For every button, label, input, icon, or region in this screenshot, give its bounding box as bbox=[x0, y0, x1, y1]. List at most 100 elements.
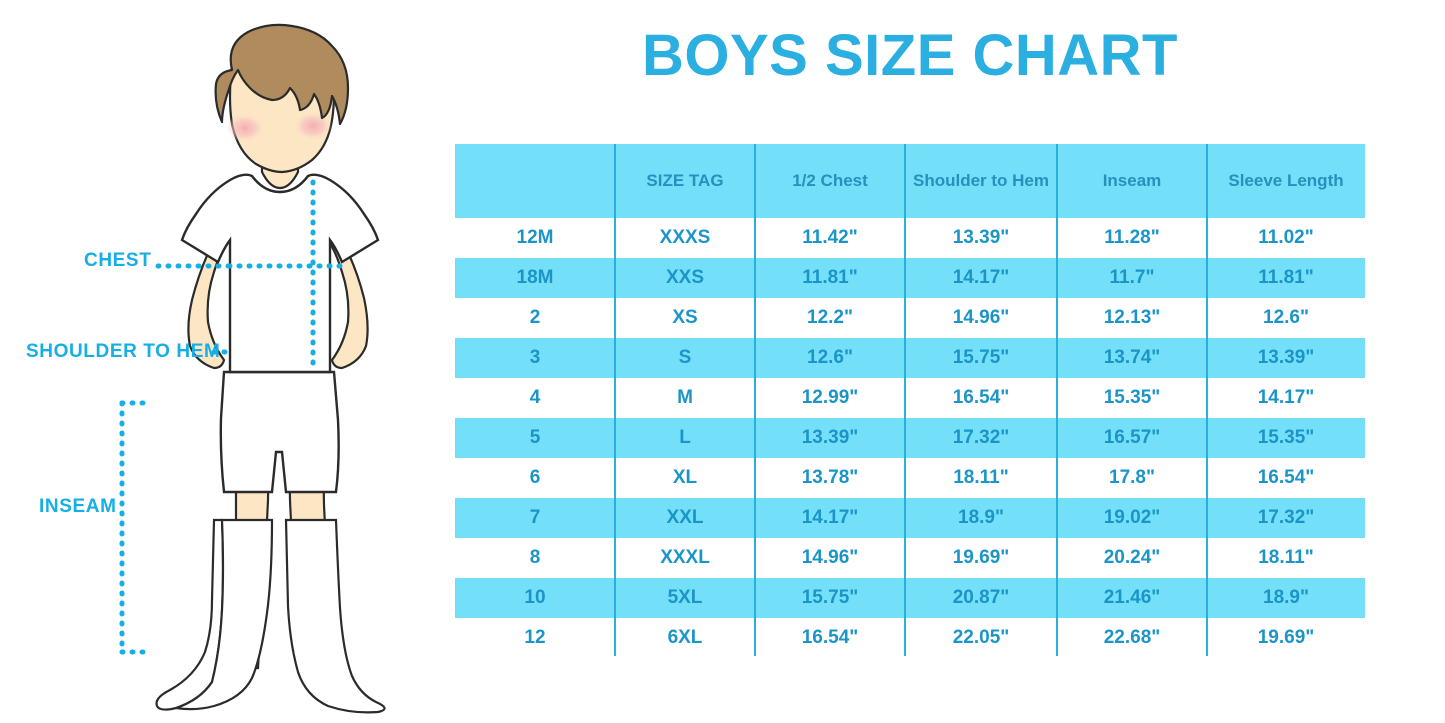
cell-sleeve-length: 19.69" bbox=[1207, 618, 1365, 658]
cell-size-tag: S bbox=[615, 338, 755, 378]
cell-half-chest: 15.75" bbox=[755, 578, 905, 618]
cell-inseam: 15.35" bbox=[1057, 378, 1207, 418]
table-row: 12 6XL 16.54" 22.05" 22.68" 19.69" bbox=[455, 618, 1365, 658]
cell-half-chest: 13.78" bbox=[755, 458, 905, 498]
label-chest: CHEST bbox=[84, 250, 152, 271]
cell-size: 18M bbox=[455, 258, 615, 298]
cell-size: 4 bbox=[455, 378, 615, 418]
table-head: SIZE TAG 1/2 Chest Shoulder to Hem Insea… bbox=[455, 144, 1365, 218]
cell-half-chest: 12.6" bbox=[755, 338, 905, 378]
cell-shoulder-to-hem: 22.05" bbox=[905, 618, 1057, 658]
cell-size-tag: XL bbox=[615, 458, 755, 498]
cell-inseam: 19.02" bbox=[1057, 498, 1207, 538]
cell-shoulder-to-hem: 16.54" bbox=[905, 378, 1057, 418]
cell-size: 2 bbox=[455, 298, 615, 338]
cell-shoulder-to-hem: 19.69" bbox=[905, 538, 1057, 578]
table-row: 6 XL 13.78" 18.11" 17.8" 16.54" bbox=[455, 458, 1365, 498]
cell-size-tag: L bbox=[615, 418, 755, 458]
table-header-row: SIZE TAG 1/2 Chest Shoulder to Hem Insea… bbox=[455, 144, 1365, 218]
cell-size-tag: 5XL bbox=[615, 578, 755, 618]
cell-size: 12M bbox=[455, 218, 615, 258]
blush-left bbox=[226, 114, 264, 142]
cell-half-chest: 13.39" bbox=[755, 418, 905, 458]
column-header-sleeve-length: Sleeve Length bbox=[1207, 144, 1365, 218]
cell-size-tag: M bbox=[615, 378, 755, 418]
cell-size: 10 bbox=[455, 578, 615, 618]
cell-size-tag: XS bbox=[615, 298, 755, 338]
page-title: BOYS SIZE CHART bbox=[642, 23, 1178, 88]
cell-sleeve-length: 11.81" bbox=[1207, 258, 1365, 298]
cell-shoulder-to-hem: 14.96" bbox=[905, 298, 1057, 338]
cell-sleeve-length: 17.32" bbox=[1207, 498, 1365, 538]
table-row: 8 XXXL 14.96" 19.69" 20.24" 18.11" bbox=[455, 538, 1365, 578]
socks bbox=[155, 518, 386, 714]
cell-shoulder-to-hem: 18.9" bbox=[905, 498, 1057, 538]
measure-guides bbox=[119, 179, 343, 655]
cell-size-tag: 6XL bbox=[615, 618, 755, 658]
cell-shoulder-to-hem: 14.17" bbox=[905, 258, 1057, 298]
cell-sleeve-length: 16.54" bbox=[1207, 458, 1365, 498]
boy-illustration bbox=[0, 0, 455, 723]
table-row: 7 XXL 14.17" 18.9" 19.02" 17.32" bbox=[455, 498, 1365, 538]
column-header-half-chest: 1/2 Chest bbox=[755, 144, 905, 218]
cell-half-chest: 12.99" bbox=[755, 378, 905, 418]
cell-size: 12 bbox=[455, 618, 615, 658]
column-header-size bbox=[455, 144, 615, 218]
cell-size: 7 bbox=[455, 498, 615, 538]
table-row: 12M XXXS 11.42" 13.39" 11.28" 11.02" bbox=[455, 218, 1365, 258]
cell-sleeve-length: 18.11" bbox=[1207, 538, 1365, 578]
cell-inseam: 12.13" bbox=[1057, 298, 1207, 338]
table-row: 10 5XL 15.75" 20.87" 21.46" 18.9" bbox=[455, 578, 1365, 618]
cell-size-tag: XXS bbox=[615, 258, 755, 298]
cell-size: 6 bbox=[455, 458, 615, 498]
table-row: 2 XS 12.2" 14.96" 12.13" 12.6" bbox=[455, 298, 1365, 338]
label-inseam: INSEAM bbox=[39, 496, 117, 517]
cell-shoulder-to-hem: 17.32" bbox=[905, 418, 1057, 458]
cell-inseam: 17.8" bbox=[1057, 458, 1207, 498]
column-header-size-tag: SIZE TAG bbox=[615, 144, 755, 218]
table-row: 4 M 12.99" 16.54" 15.35" 14.17" bbox=[455, 378, 1365, 418]
table-row: 18M XXS 11.81" 14.17" 11.7" 11.81" bbox=[455, 258, 1365, 298]
cell-half-chest: 12.2" bbox=[755, 298, 905, 338]
cell-shoulder-to-hem: 13.39" bbox=[905, 218, 1057, 258]
cell-inseam: 11.7" bbox=[1057, 258, 1207, 298]
cell-sleeve-length: 13.39" bbox=[1207, 338, 1365, 378]
cell-size-tag: XXXL bbox=[615, 538, 755, 578]
cell-inseam: 13.74" bbox=[1057, 338, 1207, 378]
blush-right bbox=[294, 112, 332, 140]
cell-half-chest: 11.42" bbox=[755, 218, 905, 258]
cell-inseam: 22.68" bbox=[1057, 618, 1207, 658]
cell-sleeve-length: 18.9" bbox=[1207, 578, 1365, 618]
cell-size: 8 bbox=[455, 538, 615, 578]
arms bbox=[187, 234, 369, 370]
cell-size-tag: XXXS bbox=[615, 218, 755, 258]
cell-half-chest: 14.17" bbox=[755, 498, 905, 538]
cell-size-tag: XXL bbox=[615, 498, 755, 538]
cell-sleeve-length: 12.6" bbox=[1207, 298, 1365, 338]
cell-inseam: 11.28" bbox=[1057, 218, 1207, 258]
shorts bbox=[219, 370, 340, 494]
column-header-inseam: Inseam bbox=[1057, 144, 1207, 218]
cell-size: 3 bbox=[455, 338, 615, 378]
tshirt bbox=[180, 173, 380, 374]
figure-group bbox=[155, 23, 386, 714]
label-shoulder-to-hem: SHOULDER TO HEM bbox=[26, 341, 221, 362]
cell-half-chest: 14.96" bbox=[755, 538, 905, 578]
column-header-shoulder-to-hem: Shoulder to Hem bbox=[905, 144, 1057, 218]
size-chart-table: SIZE TAG 1/2 Chest Shoulder to Hem Insea… bbox=[455, 144, 1365, 658]
cell-shoulder-to-hem: 18.11" bbox=[905, 458, 1057, 498]
cell-inseam: 16.57" bbox=[1057, 418, 1207, 458]
table-row: 5 L 13.39" 17.32" 16.57" 15.35" bbox=[455, 418, 1365, 458]
cell-size: 5 bbox=[455, 418, 615, 458]
table-row: 3 S 12.6" 15.75" 13.74" 13.39" bbox=[455, 338, 1365, 378]
cell-shoulder-to-hem: 20.87" bbox=[905, 578, 1057, 618]
hair bbox=[214, 23, 350, 126]
cell-inseam: 21.46" bbox=[1057, 578, 1207, 618]
cell-inseam: 20.24" bbox=[1057, 538, 1207, 578]
cell-sleeve-length: 15.35" bbox=[1207, 418, 1365, 458]
cell-half-chest: 16.54" bbox=[755, 618, 905, 658]
cell-shoulder-to-hem: 15.75" bbox=[905, 338, 1057, 378]
table-body: 12M XXXS 11.42" 13.39" 11.28" 11.02" 18M XXS 11.… bbox=[455, 218, 1365, 658]
cell-sleeve-length: 11.02" bbox=[1207, 218, 1365, 258]
